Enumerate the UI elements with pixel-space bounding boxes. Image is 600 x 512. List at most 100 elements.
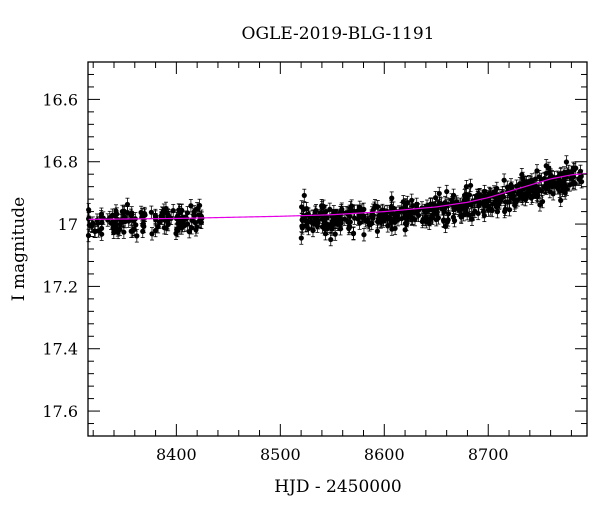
- data-point: [149, 231, 155, 237]
- data-point: [182, 214, 189, 220]
- data-point: [532, 176, 538, 182]
- data-point: [577, 168, 584, 175]
- data-point: [319, 224, 326, 230]
- data-point: [408, 212, 414, 219]
- data-point: [469, 216, 475, 222]
- data-point: [161, 225, 167, 231]
- data-point: [559, 178, 565, 184]
- plot-area: [85, 155, 588, 247]
- data-point: [110, 219, 116, 225]
- data-point: [504, 184, 510, 190]
- data-point: [463, 184, 470, 190]
- data-point: [334, 212, 340, 219]
- x-tick-label: 8400: [156, 445, 197, 464]
- data-point: [480, 209, 487, 215]
- data-point: [491, 189, 497, 195]
- data-point: [188, 203, 194, 209]
- data-point: [338, 220, 344, 226]
- data-point: [564, 186, 570, 192]
- data-point: [159, 210, 165, 216]
- data-point: [565, 168, 571, 175]
- data-point: [196, 202, 203, 209]
- data-point: [445, 217, 451, 223]
- data-point: [121, 229, 127, 235]
- data-point: [350, 231, 357, 237]
- data-point: [518, 187, 525, 193]
- data-point: [496, 200, 502, 206]
- data-point: [299, 225, 305, 231]
- y-axis-label: I magnitude: [9, 197, 29, 301]
- data-point: [111, 229, 117, 235]
- data-point: [361, 206, 367, 212]
- data-point: [112, 212, 118, 218]
- data-point: [192, 220, 198, 226]
- data-point: [351, 215, 358, 221]
- data-point: [402, 202, 408, 208]
- data-point: [542, 184, 548, 190]
- data-point: [360, 215, 366, 221]
- y-tick-label: 16.8: [42, 153, 78, 172]
- y-tick-label: 17: [58, 215, 78, 234]
- data-point: [119, 208, 125, 215]
- data-point: [322, 219, 328, 226]
- data-point: [140, 221, 146, 227]
- data-point: [573, 165, 579, 171]
- data-point: [558, 197, 564, 203]
- data-point: [197, 219, 203, 225]
- data-point: [370, 215, 376, 221]
- data-point: [549, 183, 555, 190]
- data-point: [520, 192, 526, 198]
- data-point: [117, 221, 124, 227]
- data-point: [440, 217, 447, 223]
- data-point: [99, 231, 105, 237]
- data-point: [427, 207, 433, 213]
- data-point: [450, 214, 457, 220]
- data-point: [179, 207, 185, 213]
- data-point: [299, 204, 305, 210]
- data-point: [337, 226, 344, 232]
- data-point: [385, 223, 391, 229]
- data-point: [328, 236, 334, 243]
- data-point: [346, 225, 352, 232]
- data-point: [513, 183, 520, 189]
- data-point: [432, 195, 439, 201]
- data-point: [513, 199, 519, 205]
- data-point: [304, 206, 310, 212]
- data-point: [361, 232, 367, 238]
- data-point: [467, 182, 474, 189]
- data-point: [324, 225, 330, 232]
- plot-frame: [87, 61, 588, 437]
- x-tick-label: 8500: [260, 445, 301, 464]
- data-point: [539, 198, 546, 205]
- data-point: [501, 177, 507, 183]
- data-points: [85, 155, 585, 247]
- data-point: [298, 235, 304, 241]
- data-point: [534, 168, 540, 174]
- data-point: [409, 197, 415, 203]
- data-point: [460, 205, 466, 211]
- data-point: [441, 209, 447, 215]
- y-tick-label: 16.6: [42, 90, 78, 109]
- chart-title: OGLE-2019-BLG-1191: [242, 24, 435, 44]
- data-point: [122, 218, 128, 225]
- data-point: [435, 215, 441, 221]
- data-point: [543, 170, 549, 177]
- data-point: [563, 159, 570, 165]
- model-curve: [87, 172, 588, 220]
- data-point: [134, 233, 140, 239]
- y-tick-label: 17.2: [42, 277, 78, 296]
- data-point: [174, 227, 181, 234]
- data-point: [148, 209, 154, 215]
- data-point: [568, 175, 574, 181]
- data-point: [526, 186, 532, 192]
- data-point: [305, 225, 312, 232]
- data-point: [329, 226, 335, 232]
- ticks: 8400 8500 8600 8700 16.6 16.8 17 17.2 17.4 17.6: [42, 61, 587, 464]
- data-point: [487, 192, 493, 198]
- data-point: [94, 217, 100, 223]
- data-point: [442, 223, 449, 229]
- data-point: [530, 188, 536, 194]
- data-point: [571, 179, 577, 185]
- data-point: [557, 188, 563, 194]
